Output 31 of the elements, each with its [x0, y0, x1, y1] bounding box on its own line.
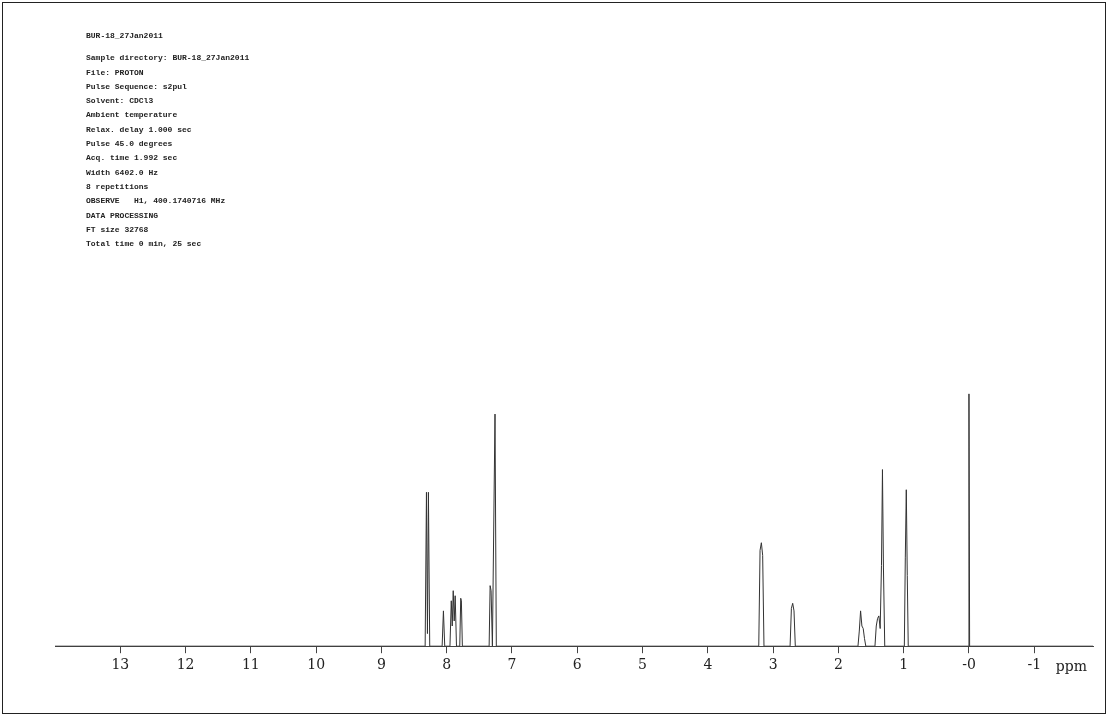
text: FT size 32768 — [86, 223, 150, 236]
x-tick-label: 11 — [241, 656, 260, 673]
x-tick-label: 7 — [507, 656, 517, 673]
text: Width 6402.0 Hz — [86, 166, 159, 178]
x-tick-label: -1 — [1027, 656, 1042, 673]
text: Total time 0 min, 25 sec — [86, 238, 203, 250]
x-tick-label: 1 — [899, 656, 909, 673]
x-tick-label: 13 — [111, 656, 130, 673]
text: DATA PROCESSING — [86, 209, 159, 221]
text: OBSERVE H1, 400.1740716 MHz — [86, 195, 227, 207]
x-tick-label: 10 — [307, 656, 326, 673]
x-tick-label: 8 — [442, 656, 452, 673]
x-tick-label: 3 — [768, 656, 778, 673]
x-tick-label: 2 — [833, 656, 843, 673]
x-tick-label: 6 — [572, 656, 582, 673]
text: Ambient temperature — [86, 109, 179, 121]
text: Sample directory: BUR-18_27Jan2011 — [86, 52, 250, 64]
x-axis-title: ppm — [1055, 657, 1087, 674]
text: 8 repetitions — [86, 180, 150, 193]
x-tick-label: 12 — [176, 656, 195, 673]
x-tick-label: 4 — [703, 656, 713, 673]
text: Acq. time 1.992 sec — [86, 152, 179, 164]
text: Pulse Sequence: s2pul — [86, 80, 188, 93]
text: File: PROTON — [86, 66, 145, 78]
text: Relax. delay 1.000 sec — [86, 123, 193, 136]
text: Pulse 45.0 degrees — [86, 138, 174, 150]
x-tick-label: -0 — [962, 656, 976, 673]
x-tick-label: 9 — [376, 656, 386, 673]
x-tick-label: 5 — [638, 656, 648, 673]
text: Solvent: CDCl3 — [86, 95, 155, 107]
chart-title: BUR-18_27Jan2011 — [86, 30, 164, 42]
